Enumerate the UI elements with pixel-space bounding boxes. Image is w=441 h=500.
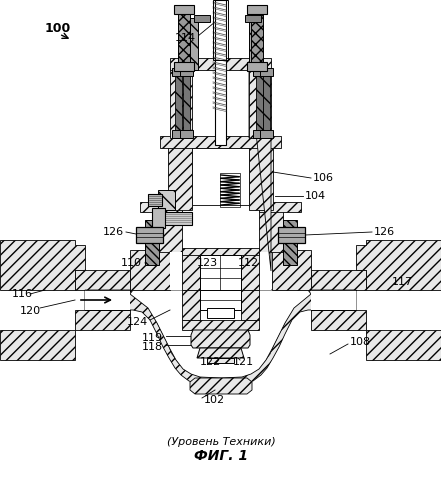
Bar [207, 308, 234, 318]
Bar [200, 290, 241, 310]
Bar [253, 68, 266, 76]
Text: 126: 126 [103, 227, 124, 237]
Polygon shape [249, 145, 273, 210]
Polygon shape [158, 210, 182, 252]
Text: ФИГ. 1: ФИГ. 1 [194, 449, 248, 463]
Polygon shape [0, 330, 75, 360]
Bar [190, 18, 198, 70]
Bar [175, 68, 182, 138]
Text: 114: 114 [175, 33, 196, 43]
Text: 110: 110 [121, 258, 142, 268]
Bar [174, 62, 194, 71]
Text: 118: 118 [142, 342, 163, 352]
Polygon shape [311, 290, 356, 310]
Bar [247, 62, 267, 71]
Polygon shape [168, 145, 192, 210]
Bar [251, 8, 263, 66]
Polygon shape [75, 270, 130, 290]
Text: 106: 106 [313, 173, 334, 183]
Polygon shape [311, 310, 366, 330]
Polygon shape [182, 290, 200, 320]
Text: 108: 108 [350, 337, 371, 347]
Polygon shape [170, 58, 271, 70]
Bar [247, 5, 267, 14]
Polygon shape [272, 250, 311, 290]
Text: 112: 112 [237, 258, 258, 268]
Text: 117: 117 [392, 277, 413, 287]
Bar [172, 130, 185, 138]
Bar [200, 255, 241, 290]
Bar [263, 68, 270, 138]
Polygon shape [190, 378, 252, 394]
Text: (Уровень Техники): (Уровень Техники) [167, 437, 275, 447]
Polygon shape [192, 148, 249, 205]
Polygon shape [170, 252, 271, 290]
Bar [213, 0, 228, 60]
Polygon shape [249, 68, 271, 271]
Polygon shape [152, 208, 165, 228]
Bar [172, 68, 185, 76]
Text: 121: 121 [232, 357, 254, 367]
Bar [283, 220, 297, 265]
Text: 119: 119 [142, 333, 163, 343]
Polygon shape [356, 240, 441, 290]
Polygon shape [85, 290, 130, 310]
Bar [174, 5, 194, 14]
Polygon shape [259, 202, 301, 212]
Polygon shape [0, 240, 85, 290]
Polygon shape [241, 290, 259, 320]
Polygon shape [130, 290, 311, 378]
Bar [180, 130, 193, 138]
Polygon shape [160, 136, 281, 148]
Polygon shape [249, 68, 271, 138]
Polygon shape [197, 348, 244, 358]
Polygon shape [194, 15, 210, 22]
Polygon shape [170, 68, 192, 138]
Text: 104: 104 [305, 191, 326, 201]
Polygon shape [241, 250, 259, 290]
Polygon shape [136, 227, 163, 243]
Bar [178, 8, 190, 66]
Polygon shape [130, 250, 170, 290]
Polygon shape [148, 194, 162, 206]
Polygon shape [85, 290, 356, 387]
Polygon shape [191, 330, 250, 348]
Polygon shape [158, 212, 192, 225]
Text: 124: 124 [127, 317, 148, 327]
Bar [260, 68, 273, 76]
Polygon shape [207, 358, 234, 363]
Polygon shape [278, 227, 305, 243]
Text: 126: 126 [374, 227, 395, 237]
Polygon shape [75, 310, 130, 330]
Polygon shape [140, 202, 182, 212]
Text: 120: 120 [20, 306, 41, 316]
Polygon shape [311, 270, 366, 290]
Polygon shape [182, 248, 259, 255]
Polygon shape [158, 190, 175, 210]
Bar [180, 68, 193, 76]
Bar [249, 18, 257, 70]
Polygon shape [245, 15, 261, 22]
Text: 122: 122 [199, 357, 220, 367]
Polygon shape [366, 330, 441, 360]
Bar [260, 130, 273, 138]
Text: 102: 102 [204, 395, 225, 405]
Bar [145, 220, 159, 265]
Text: 116: 116 [12, 289, 33, 299]
Polygon shape [182, 320, 259, 330]
Bar [253, 130, 266, 138]
Bar [183, 68, 190, 138]
Polygon shape [259, 210, 283, 252]
Bar [215, 0, 226, 145]
Bar [220, 173, 240, 207]
Text: 123: 123 [196, 258, 217, 268]
Polygon shape [182, 250, 200, 290]
Text: 100: 100 [45, 22, 71, 35]
Bar [256, 68, 263, 138]
